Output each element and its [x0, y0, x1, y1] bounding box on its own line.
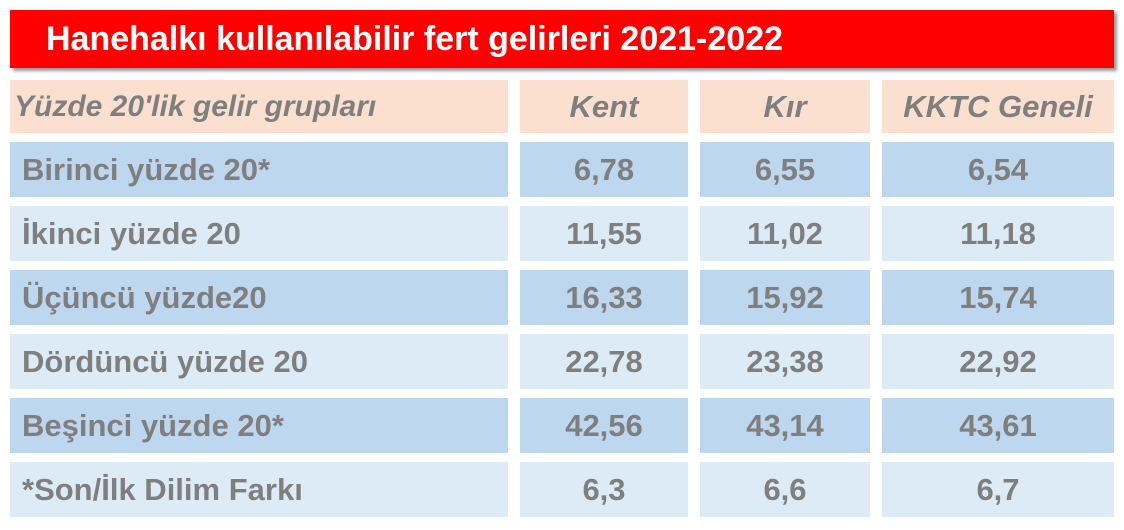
table-cell: 23,38 — [700, 334, 870, 389]
row-label: Beşinci yüzde 20* — [10, 398, 508, 453]
column-header: Yüzde 20'lik gelir grupları — [10, 80, 508, 133]
title-banner: Hanehalkı kullanılabilir fert gelirleri … — [10, 10, 1114, 68]
table-cell: 6,54 — [882, 142, 1114, 197]
table-cell: 22,92 — [882, 334, 1114, 389]
row-label: *Son/İlk Dilim Farkı — [10, 462, 508, 517]
table-cell: 15,92 — [700, 270, 870, 325]
table-cell: 11,02 — [700, 206, 870, 261]
table-cell: 16,33 — [520, 270, 688, 325]
row-label: Üçüncü yüzde20 — [10, 270, 508, 325]
column-header: Kent — [520, 80, 688, 133]
table-cell: 11,55 — [520, 206, 688, 261]
table-cell: 6,7 — [882, 462, 1114, 517]
table-cell: 22,78 — [520, 334, 688, 389]
table-cell: 15,74 — [882, 270, 1114, 325]
table-cell: 42,56 — [520, 398, 688, 453]
table-cell: 43,61 — [882, 398, 1114, 453]
table-cell: 6,6 — [700, 462, 870, 517]
table-cell: 6,78 — [520, 142, 688, 197]
table-cell: 6,3 — [520, 462, 688, 517]
column-header: Kır — [700, 80, 870, 133]
row-label: İkinci yüzde 20 — [10, 206, 508, 261]
column-header: KKTC Geneli — [882, 80, 1114, 133]
row-label: Dördüncü yüzde 20 — [10, 334, 508, 389]
table-cell: 11,18 — [882, 206, 1114, 261]
row-label: Birinci yüzde 20* — [10, 142, 508, 197]
table-cell: 6,55 — [700, 142, 870, 197]
table-cell: 43,14 — [700, 398, 870, 453]
